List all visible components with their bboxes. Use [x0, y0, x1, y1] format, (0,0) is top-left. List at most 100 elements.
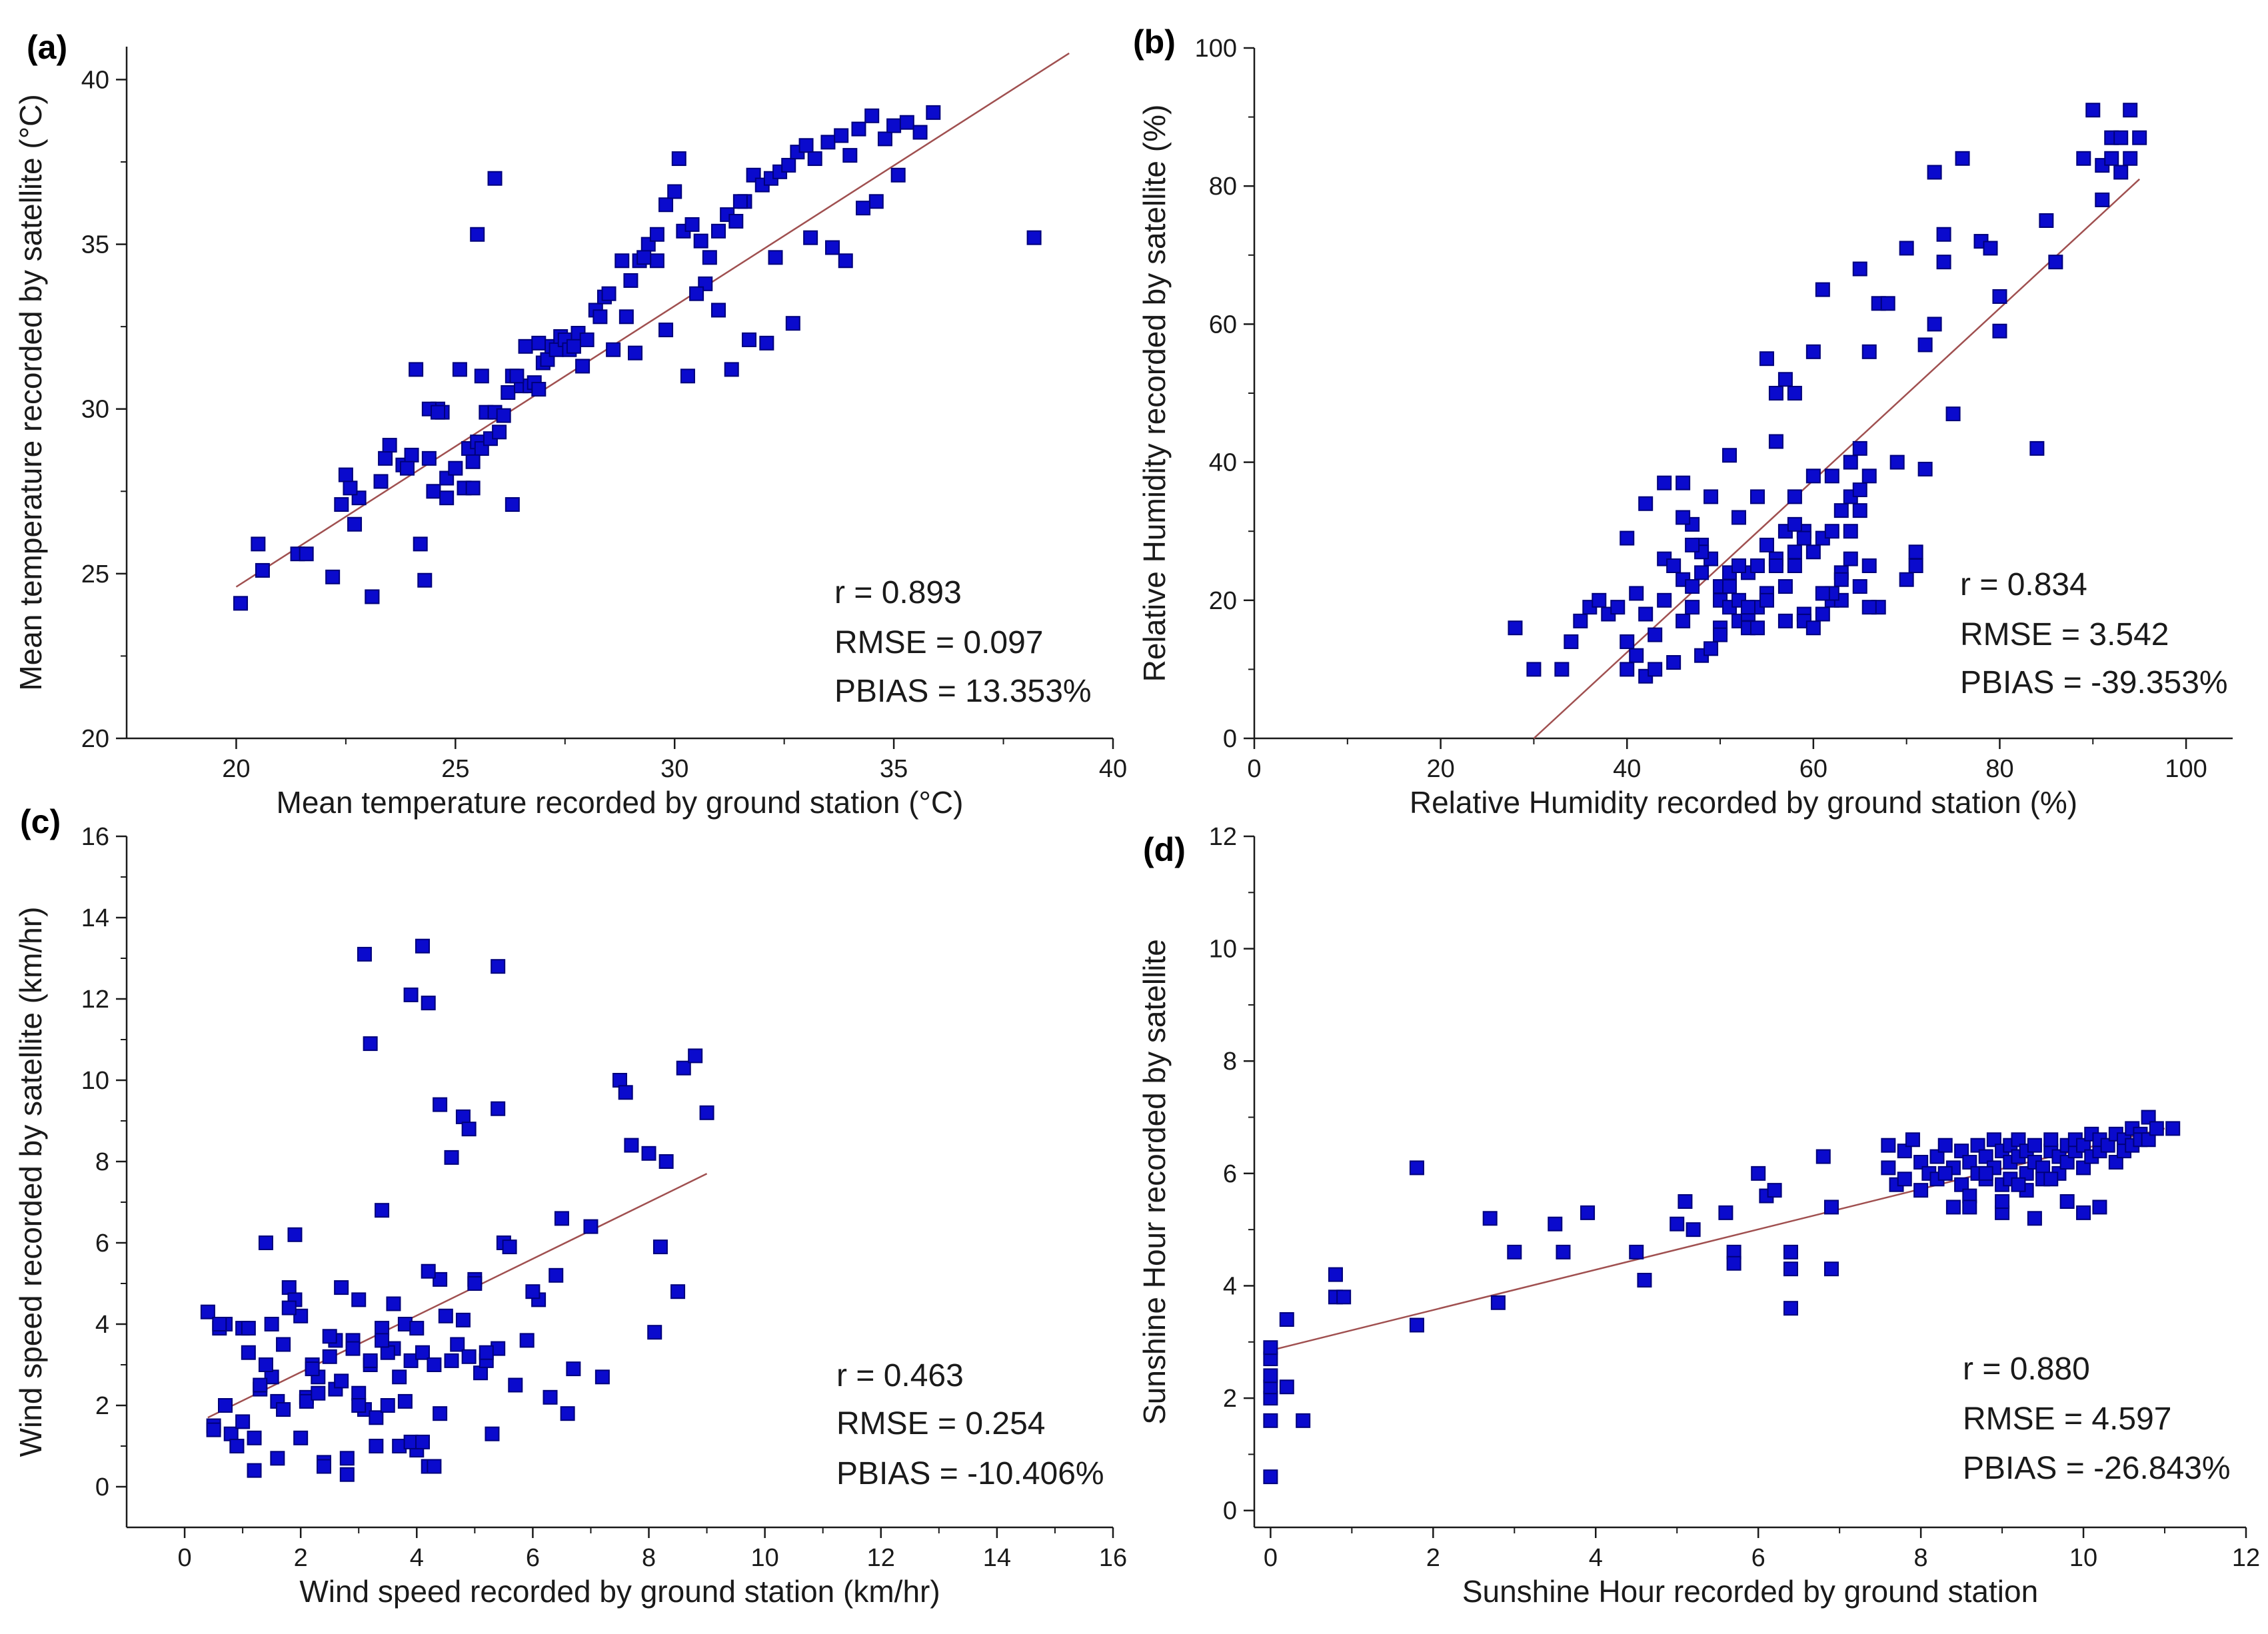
data-point [711, 223, 726, 239]
data-point [711, 303, 726, 318]
data-point [1783, 1244, 1798, 1259]
data-point [1685, 579, 1700, 594]
data-point [1556, 1244, 1571, 1259]
data-point [1718, 1205, 1733, 1220]
data-point [1777, 372, 1793, 387]
data-point [223, 1426, 239, 1441]
x-tick-label: 60 [1799, 755, 1827, 783]
data-point [258, 1357, 273, 1372]
data-point [365, 589, 380, 604]
data-point [1637, 1273, 1652, 1288]
data-point [1296, 1413, 1311, 1428]
x-tick-label: 14 [983, 1544, 1011, 1572]
data-point [759, 335, 774, 351]
x-axis-title: Relative Humidity recorded by ground sta… [1410, 785, 2077, 820]
data-point [491, 959, 506, 974]
data-point [1629, 648, 1644, 663]
data-point [1409, 1160, 1424, 1176]
data-point [1279, 1312, 1294, 1327]
data-point [392, 1369, 407, 1385]
data-point [492, 424, 507, 440]
data-point [229, 1439, 245, 1453]
data-point [2113, 165, 2129, 180]
data-point [2039, 213, 2054, 228]
data-point [658, 197, 674, 213]
data-point [1722, 579, 1737, 594]
data-point [1908, 544, 1923, 560]
data-point [1945, 1200, 1961, 1215]
data-point [1986, 1132, 2001, 1148]
data-point [293, 1430, 309, 1445]
data-point [415, 938, 430, 954]
y-tick-label: 12 [81, 986, 109, 1014]
data-point [1685, 600, 1700, 615]
data-point [671, 151, 686, 167]
x-tick-label: 16 [1099, 1544, 1127, 1572]
data-point [2095, 192, 2110, 207]
data-point [255, 562, 270, 578]
data-point [491, 1101, 506, 1116]
y-tick-label: 40 [81, 66, 109, 94]
data-point [1954, 1144, 1969, 1159]
data-point [531, 382, 547, 397]
data-point [1823, 1200, 1839, 1215]
data-point [465, 480, 481, 496]
y-tick-label: 25 [81, 560, 109, 588]
data-point [594, 1369, 610, 1385]
data-point [1992, 323, 2007, 339]
data-point [380, 1398, 395, 1413]
data-point [281, 1300, 297, 1315]
data-point [768, 250, 783, 265]
data-point [2059, 1194, 2075, 1210]
data-point [1629, 586, 1644, 601]
data-point [1629, 1244, 1644, 1259]
data-point [421, 1263, 436, 1279]
x-tick-label: 2 [1426, 1544, 1440, 1572]
data-point [742, 332, 757, 347]
stat-pbias: PBIAS = 13.353% [834, 674, 1092, 709]
stat-r: r = 0.880 [1963, 1351, 2090, 1387]
data-point [378, 450, 393, 466]
data-point [1945, 407, 1961, 422]
data-point [781, 157, 796, 173]
data-point [452, 362, 467, 377]
data-point [247, 1430, 262, 1445]
data-point [264, 1317, 279, 1331]
data-point [1703, 489, 1719, 504]
data-point [693, 233, 708, 249]
data-point [1409, 1317, 1424, 1333]
data-point [868, 194, 884, 209]
data-point [1703, 641, 1719, 656]
data-point [2027, 1211, 2042, 1226]
data-point [334, 1373, 349, 1389]
data-point [1843, 454, 1858, 470]
data-point [345, 1341, 361, 1356]
data-point [1263, 1340, 1278, 1355]
data-point [276, 1337, 291, 1352]
data-point [1767, 1183, 1782, 1198]
data-point [351, 1385, 367, 1401]
data-point [427, 1357, 442, 1372]
data-point [322, 1349, 337, 1364]
data-point [1970, 1138, 1985, 1153]
y-tick-label: 100 [1195, 35, 1237, 63]
x-axis-title: Wind speed recorded by ground station (k… [299, 1574, 940, 1609]
data-point [1731, 510, 1747, 525]
data-point [647, 1325, 662, 1340]
data-point [1824, 524, 1839, 539]
data-point [1937, 1166, 1953, 1181]
data-point [363, 1353, 378, 1368]
data-point [1881, 1138, 1896, 1153]
y-tick-label: 0 [1223, 1497, 1237, 1525]
data-point [485, 1426, 500, 1441]
data-point [351, 1292, 367, 1307]
data-point [1978, 1166, 1993, 1181]
data-point [1759, 351, 1774, 367]
data-point [1787, 386, 1802, 401]
data-point [1815, 606, 1830, 622]
data-point [649, 253, 664, 269]
x-tick-label: 12 [2232, 1544, 2260, 1572]
data-point [1722, 448, 1737, 463]
data-point [1833, 572, 1849, 587]
